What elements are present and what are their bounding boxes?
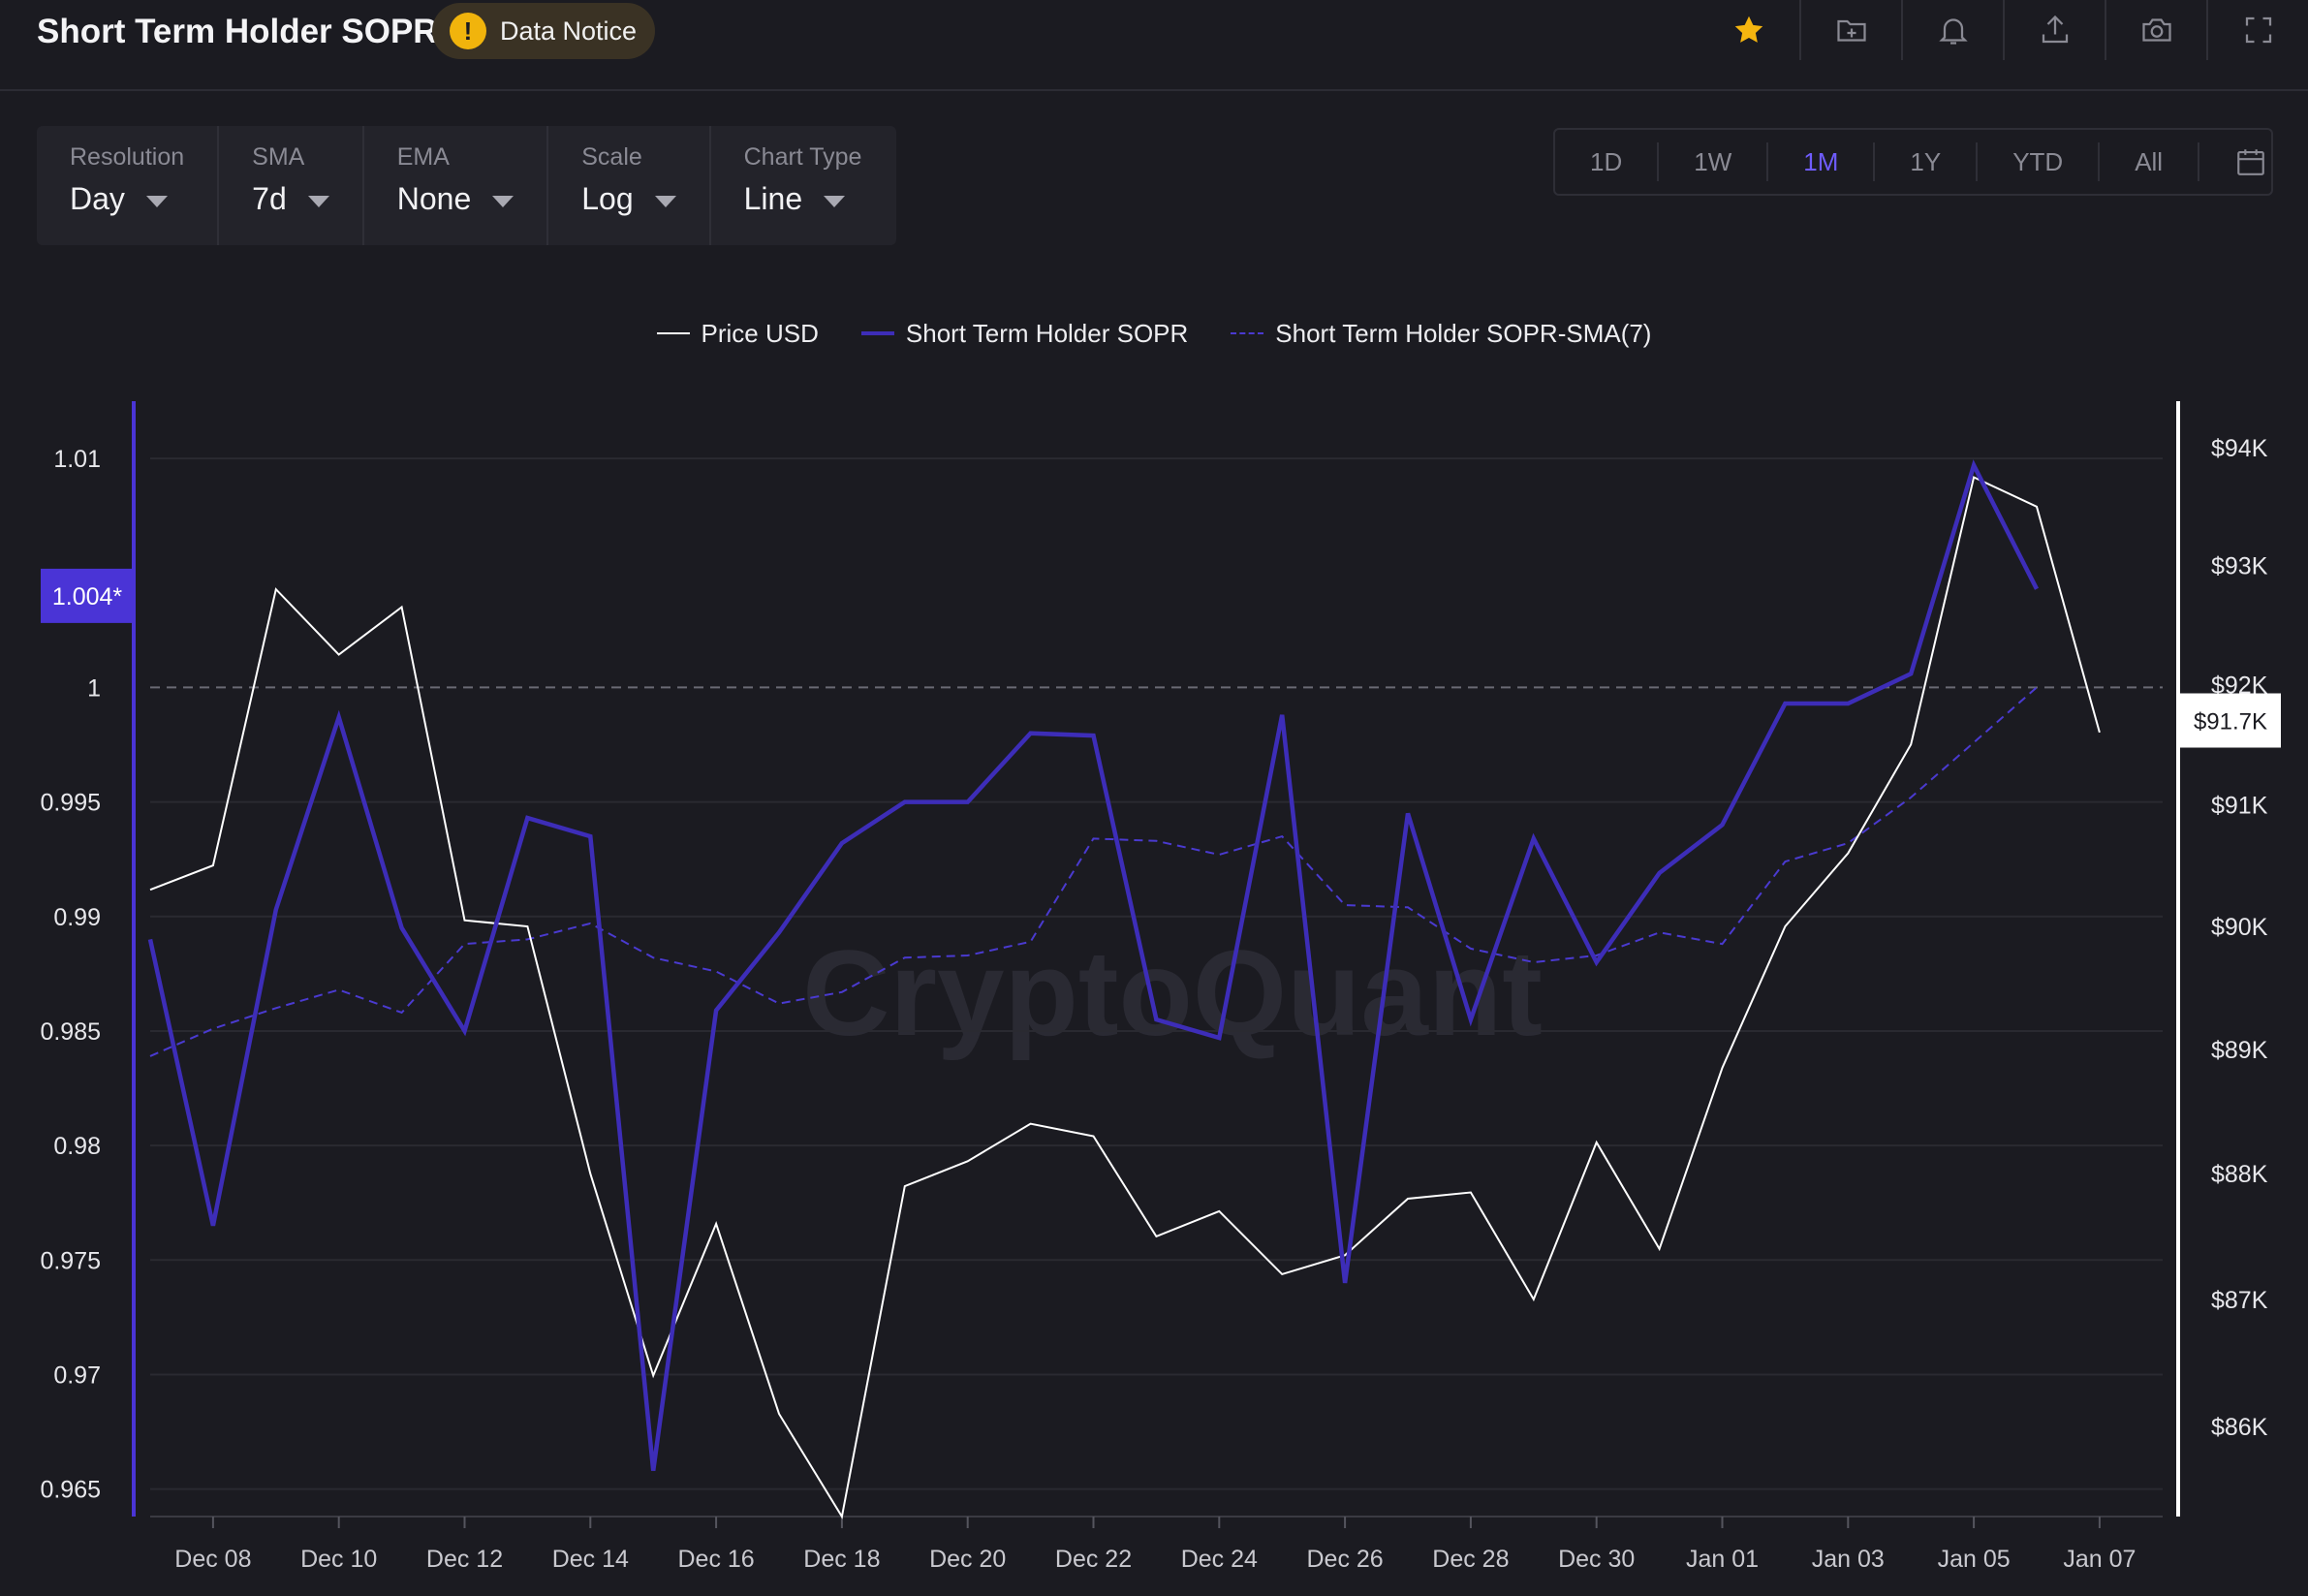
star-icon[interactable] xyxy=(1698,0,1799,60)
legend-item-sopr[interactable]: Short Term Holder SOPR xyxy=(860,318,1189,349)
legend-swatch-sma xyxy=(1231,332,1264,334)
folder-add-icon[interactable] xyxy=(1799,0,1901,60)
resolution-label: Resolution xyxy=(70,143,185,171)
current-sopr-badge xyxy=(41,568,134,623)
series-line-sopr xyxy=(147,459,2040,1472)
x-tick-label: Dec 10 xyxy=(300,1546,377,1573)
range-all-button[interactable]: All xyxy=(2098,142,2198,181)
x-tick-label: Dec 18 xyxy=(803,1546,880,1573)
ema-select[interactable]: EMA None xyxy=(361,126,547,245)
sma-select[interactable]: SMA 7d xyxy=(217,126,362,245)
chevron-down-icon xyxy=(824,195,846,207)
camera-icon[interactable] xyxy=(2105,0,2206,60)
legend-item-price[interactable]: Price USD xyxy=(656,318,819,349)
chart-legend: Price USD Short Term Holder SOPR Short T… xyxy=(0,316,2308,351)
scale-value: Log xyxy=(581,181,634,216)
time-range-selector: 1D 1W 1M 1Y YTD All xyxy=(1553,128,2273,196)
series-line-sopr-sma xyxy=(149,686,2038,1057)
x-tick-label: Dec 22 xyxy=(1055,1546,1132,1573)
y-tick-label-right: $90K xyxy=(2211,914,2268,941)
chart-type-label: Chart Type xyxy=(743,143,862,171)
scale-label: Scale xyxy=(581,143,642,171)
range-1w-button[interactable]: 1W xyxy=(1657,142,1766,181)
header-bar: Short Term Holder SOPR ! Data Notice xyxy=(0,0,2308,91)
resolution-value: Day xyxy=(70,181,125,216)
y-tick-label-left: 0.99 xyxy=(53,904,101,931)
watermark: CryptoQuant xyxy=(802,926,1543,1061)
y-tick-label-right: $86K xyxy=(2211,1414,2268,1441)
x-tick-label: Jan 05 xyxy=(1938,1546,2011,1573)
x-tick-label: Jan 07 xyxy=(2063,1546,2136,1573)
y-tick-label-right: $94K xyxy=(2211,435,2268,462)
y-tick-label-left: 0.995 xyxy=(40,790,101,817)
header-actions xyxy=(1698,0,2308,60)
x-tick-label: Dec 14 xyxy=(552,1546,629,1573)
x-tick-label: Dec 26 xyxy=(1306,1546,1383,1573)
current-price-value: $91.7K xyxy=(2194,709,2267,735)
legend-label-sopr: Short Term Holder SOPR xyxy=(905,318,1189,348)
scale-select[interactable]: Scale Log xyxy=(546,126,708,245)
x-tick-label: Dec 20 xyxy=(929,1546,1006,1573)
legend-item-sma[interactable]: Short Term Holder SOPR-SMA(7) xyxy=(1231,319,1651,349)
y-tick-label-right: $89K xyxy=(2211,1037,2268,1064)
calendar-icon[interactable] xyxy=(2198,142,2302,181)
x-tick-label: Dec 30 xyxy=(1558,1546,1635,1573)
y-tick-label-left: 0.975 xyxy=(40,1247,101,1274)
range-ytd-button[interactable]: YTD xyxy=(1976,142,2098,181)
legend-swatch-sopr xyxy=(860,331,894,335)
x-tick-label: Dec 08 xyxy=(174,1546,251,1573)
sma-value: 7d xyxy=(252,181,287,216)
data-notice-button[interactable]: ! Data Notice xyxy=(432,3,655,59)
chevron-down-icon xyxy=(654,195,676,207)
chevron-down-icon xyxy=(145,195,168,207)
ema-label: EMA xyxy=(396,143,450,171)
legend-label-sma: Short Term Holder SOPR-SMA(7) xyxy=(1275,318,1652,348)
chart-type-value: Line xyxy=(743,181,803,216)
series-line-price xyxy=(149,476,2101,1519)
bell-icon[interactable] xyxy=(1901,0,2003,60)
range-1d-button[interactable]: 1D xyxy=(1590,146,1623,176)
y-tick-label-right: $91K xyxy=(2211,793,2268,820)
y-tick-label-right: $88K xyxy=(2211,1161,2268,1188)
fullscreen-icon[interactable] xyxy=(2206,0,2308,60)
ema-value: None xyxy=(396,181,472,216)
x-tick-label: Jan 01 xyxy=(1686,1546,1759,1573)
legend-swatch-price xyxy=(656,332,690,334)
y-tick-label-left: 1 xyxy=(87,674,101,702)
warning-icon: ! xyxy=(450,13,486,49)
y-tick-label-left: 0.97 xyxy=(53,1361,101,1389)
x-tick-label: Dec 24 xyxy=(1181,1546,1258,1573)
y-tick-label-left: 0.965 xyxy=(40,1477,101,1504)
share-icon[interactable] xyxy=(2003,0,2105,60)
y-tick-label-left: 0.98 xyxy=(53,1133,101,1160)
sma-label: SMA xyxy=(252,143,305,171)
chart-type-select[interactable]: Chart Type Line xyxy=(708,126,895,245)
chevron-down-icon xyxy=(492,195,515,207)
chart-controls: Resolution Day SMA 7d EMA None Scale Log… xyxy=(37,126,896,245)
data-notice-label: Data Notice xyxy=(500,16,638,46)
y-tick-label-left: 1.01 xyxy=(53,446,101,473)
x-tick-label: Dec 12 xyxy=(426,1546,503,1573)
chevron-down-icon xyxy=(307,195,329,207)
range-1y-button[interactable]: 1Y xyxy=(1873,142,1976,181)
current-sopr-value: 1.004* xyxy=(52,583,123,610)
y-tick-label-left: 0.985 xyxy=(40,1018,101,1046)
y-tick-label-right: $93K xyxy=(2211,553,2268,580)
y-tick-label-right: $87K xyxy=(2211,1287,2268,1314)
x-tick-label: Dec 28 xyxy=(1432,1546,1509,1573)
range-1m-button[interactable]: 1M xyxy=(1766,142,1873,181)
legend-label-price: Price USD xyxy=(701,318,819,348)
current-price-badge xyxy=(2180,693,2281,748)
resolution-select[interactable]: Resolution Day xyxy=(37,126,217,245)
x-tick-label: Dec 16 xyxy=(677,1546,754,1573)
page-title: Short Term Holder SOPR xyxy=(37,13,438,50)
x-tick-label: Jan 03 xyxy=(1812,1546,1885,1573)
